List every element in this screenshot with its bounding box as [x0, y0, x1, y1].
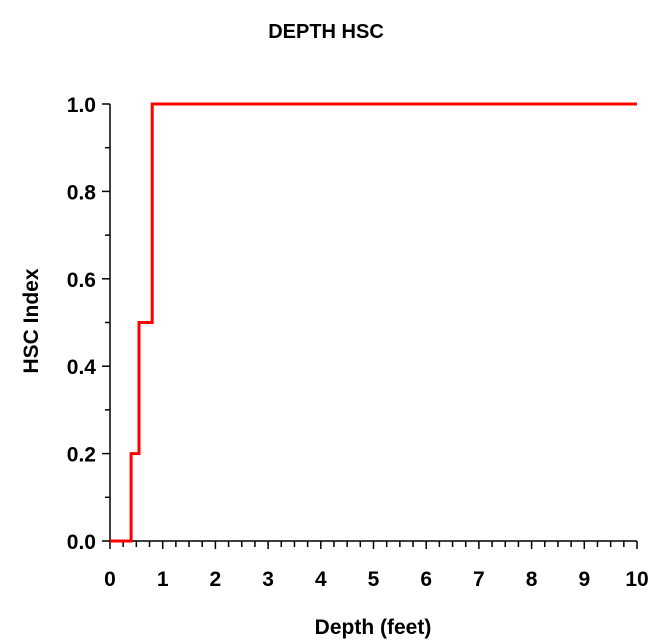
y-tick-label: 0.4	[67, 356, 97, 379]
y-tick-label: 0.6	[67, 269, 96, 292]
x-axis-label: Depth (feet)	[315, 616, 432, 639]
x-tick-label: 8	[526, 568, 538, 591]
ticks	[102, 103, 638, 549]
hsc-step-line	[110, 102, 637, 543]
y-axis-label: HSC Index	[20, 268, 43, 373]
y-tick-label: 0.2	[67, 444, 96, 467]
tick-labels: 0 1 2 3 4 5 6 7 8 9 10 0.0 0.2 0.4 0.6 0.8 1.0	[67, 94, 649, 591]
x-tick-label: 7	[473, 568, 485, 591]
x-tick-label: 4	[315, 568, 327, 591]
y-tick-label: 0.8	[67, 181, 97, 204]
y-tick-label: 0.0	[67, 531, 96, 554]
x-tick-label: 5	[368, 568, 380, 591]
y-tick-label: 1.0	[67, 94, 96, 117]
series	[110, 102, 637, 543]
x-tick-label: 10	[625, 568, 648, 591]
x-tick-label: 9	[578, 568, 590, 591]
chart-title: DEPTH HSC	[268, 21, 384, 43]
x-tick-label: 3	[262, 568, 274, 591]
x-tick-label: 6	[420, 568, 432, 591]
x-tick-label: 2	[210, 568, 222, 591]
x-tick-label: 1	[157, 568, 169, 591]
x-tick-label: 0	[104, 568, 116, 591]
axes	[109, 104, 637, 542]
